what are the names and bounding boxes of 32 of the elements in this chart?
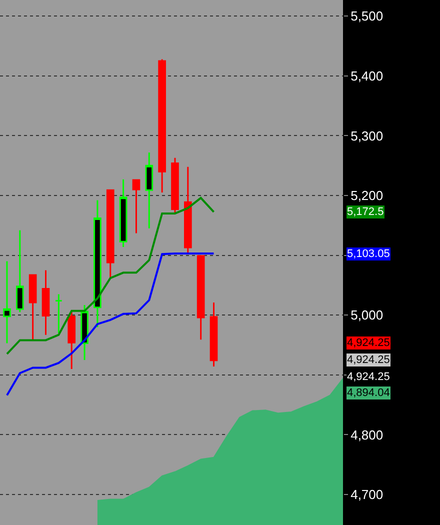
candlestick — [54, 293, 63, 334]
candlestick — [16, 229, 24, 313]
candlestick — [132, 179, 140, 234]
y-tick-label: 5,500 — [350, 8, 384, 24]
y-tick-label: 5,000 — [350, 308, 384, 323]
line-series — [6, 196, 215, 355]
candlestick — [171, 157, 179, 214]
y-tick-label: 5,200 — [350, 188, 384, 204]
text: 4,924.25 — [347, 354, 390, 366]
candlestick — [94, 200, 102, 328]
candlestick — [158, 58, 166, 194]
y-tick-label: 4,800 — [350, 427, 384, 442]
candlestick — [119, 178, 128, 248]
text: 4,924.25 — [347, 337, 390, 349]
line-series — [6, 252, 215, 396]
text: 5,103.05 — [347, 248, 390, 260]
text: 5,172.5 — [347, 206, 384, 218]
candlestick — [3, 260, 11, 344]
candlestick — [196, 255, 205, 340]
candlestick — [106, 189, 114, 280]
candlestick — [80, 304, 88, 361]
candlestick — [210, 302, 218, 368]
candlestick — [42, 270, 50, 336]
text: 4,894.04 — [347, 387, 390, 399]
candlestick — [145, 152, 154, 230]
y-tick-label: 5,300 — [350, 128, 384, 144]
candlestick — [28, 274, 37, 341]
candlestick — [184, 166, 192, 255]
candlestick — [68, 310, 76, 370]
text: 4,924.25 — [347, 371, 390, 383]
y-tick-label: 4,700 — [350, 487, 384, 502]
y-tick-label: 5,400 — [350, 68, 384, 84]
